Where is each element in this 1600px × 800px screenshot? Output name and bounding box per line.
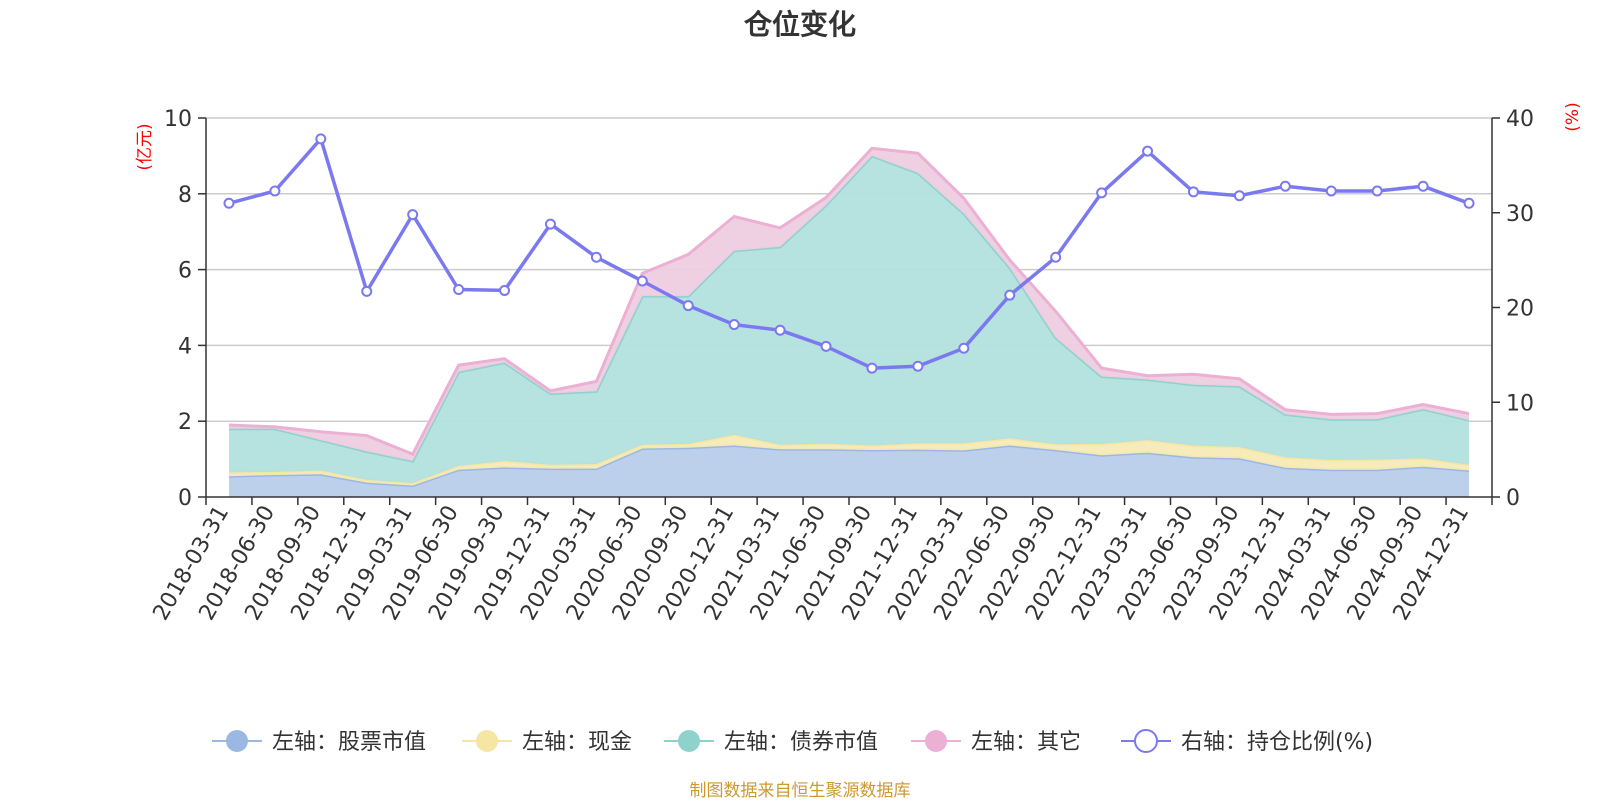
right-tick-label: 30 <box>1506 202 1534 227</box>
legend-label: 左轴：股票市值 <box>272 730 426 755</box>
area-左轴：债券市值 <box>229 155 1469 483</box>
ratio-point <box>1050 251 1062 263</box>
legend-label: 左轴：其它 <box>971 730 1081 755</box>
area-左轴：股票市值 <box>229 445 1469 497</box>
ratio-point <box>636 275 648 287</box>
ratio-point <box>544 218 556 230</box>
ratio-point <box>774 324 786 336</box>
position-ratio-line <box>223 133 1475 374</box>
ratio-point <box>499 284 511 296</box>
ratio-point <box>590 251 602 263</box>
ratio-point <box>315 133 327 145</box>
left-tick-label: 6 <box>178 259 192 284</box>
right-tick-label: 10 <box>1506 391 1534 416</box>
legend-marker <box>678 730 700 752</box>
ratio-point <box>912 360 924 372</box>
legend-label: 左轴：现金 <box>522 730 632 755</box>
ratio-point <box>1417 180 1429 192</box>
ratio-point <box>1279 180 1291 192</box>
ratio-point <box>958 342 970 354</box>
right-tick-label: 40 <box>1506 107 1534 132</box>
right-tick-label: 20 <box>1506 297 1534 322</box>
legend-marker <box>226 730 248 752</box>
legend-marker <box>925 730 947 752</box>
left-tick-label: 10 <box>164 107 192 132</box>
ratio-point <box>820 340 832 352</box>
right-axis-unit: (%) <box>1563 102 1583 131</box>
legend-label: 左轴：债券市值 <box>724 730 878 755</box>
legend-label: 右轴：持仓比例(%) <box>1181 730 1373 755</box>
ratio-point <box>1096 187 1108 199</box>
area-edge-左轴：其它 <box>228 146 1470 457</box>
ratio-point <box>866 362 878 374</box>
source-note: 制图数据来自恒生聚源数据库 <box>690 781 911 800</box>
legend: 左轴：股票市值 左轴：现金 左轴：债券市值 左轴：其它 右轴：持仓比例(%) <box>212 729 1373 755</box>
ratio-point <box>682 300 694 312</box>
ratio-point <box>1325 185 1337 197</box>
ratio-point <box>223 197 235 209</box>
ratio-point <box>361 285 373 297</box>
left-axis-unit: (亿元) <box>135 123 155 170</box>
left-tick-label: 4 <box>178 334 192 359</box>
chart-title: 仓位变化 <box>744 8 856 41</box>
ratio-point <box>1004 289 1016 301</box>
legend-marker <box>476 730 498 752</box>
left-tick-label: 0 <box>178 486 192 511</box>
ratio-point <box>269 185 281 197</box>
ratio-point <box>1142 145 1154 157</box>
ratio-point <box>1371 185 1383 197</box>
ratio-point <box>453 283 465 295</box>
ratio-point <box>1463 197 1475 209</box>
ratio-point <box>407 209 419 221</box>
area-左轴：现金 <box>229 434 1469 486</box>
ratio-point <box>1233 190 1245 202</box>
legend-marker <box>1134 729 1158 753</box>
left-tick-label: 2 <box>178 410 192 435</box>
stacked-areas <box>228 146 1470 497</box>
ratio-point <box>728 319 740 331</box>
right-tick-label: 0 <box>1506 486 1520 511</box>
left-tick-label: 8 <box>178 183 192 208</box>
ratio-line <box>228 137 1470 370</box>
ratio-point <box>1187 186 1199 198</box>
